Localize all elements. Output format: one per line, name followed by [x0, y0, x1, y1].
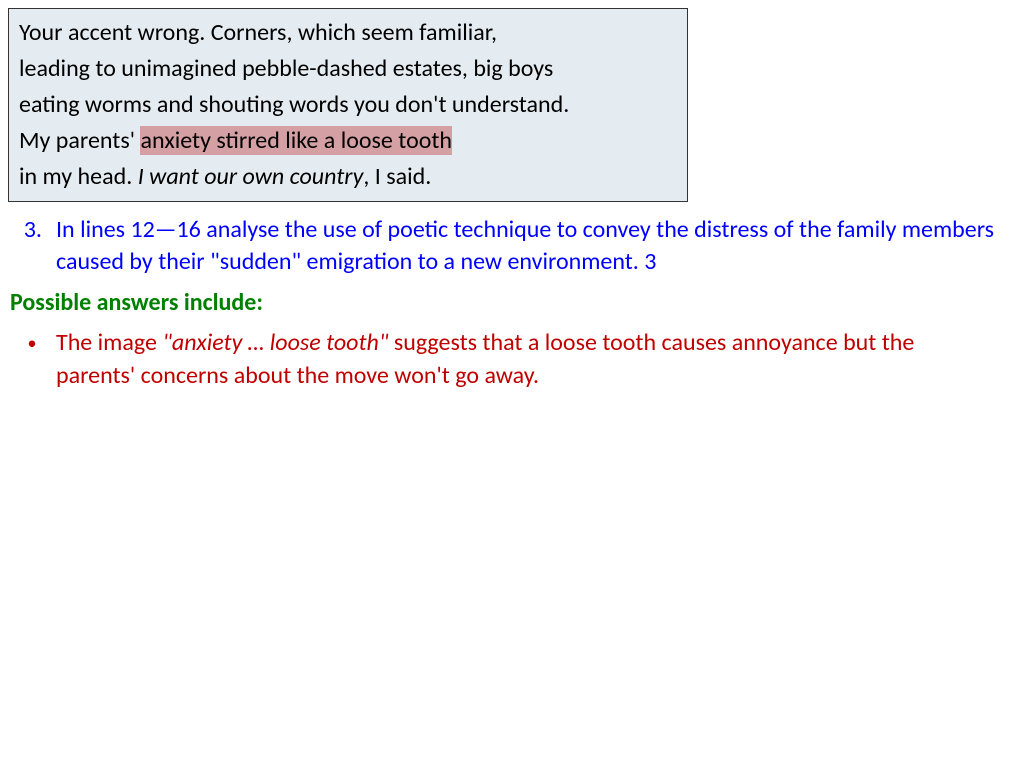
poem-line-4-pre: My parents' [19, 126, 140, 155]
answers-heading: Possible answers include: [8, 287, 1016, 319]
poem-line-2: leading to unimagined pebble-dashed esta… [19, 51, 677, 87]
answer-italic: "anxiety … loose tooth" [162, 328, 388, 357]
poem-excerpt-box: Your accent wrong. Corners, which seem f… [8, 8, 688, 202]
answer-pre: The image [56, 328, 162, 357]
poem-line-1: Your accent wrong. Corners, which seem f… [19, 15, 677, 51]
question-number: 3. [8, 214, 56, 279]
question-text: In lines 12—16 analyse the use of poetic… [56, 214, 1016, 279]
question-row: 3. In lines 12—16 analyse the use of poe… [8, 214, 1016, 279]
poem-line-3: eating worms and shouting words you don'… [19, 87, 677, 123]
poem-line-4: My parents' anxiety stirred like a loose… [19, 123, 677, 159]
content-area: 3. In lines 12—16 analyse the use of poe… [8, 214, 1016, 392]
poem-line-5: in my head. I want our own country, I sa… [19, 159, 677, 195]
poem-line-5-post: , I said. [363, 162, 431, 191]
answer-row: • The image "anxiety … loose tooth" sugg… [8, 327, 1016, 392]
answer-bullet: • [8, 327, 56, 392]
poem-line-5-italic: I want our own country [138, 162, 364, 191]
answer-text: The image "anxiety … loose tooth" sugges… [56, 327, 1016, 392]
poem-line-5-pre: in my head. [19, 162, 138, 191]
poem-line-4-highlight: anxiety stirred like a loose tooth [140, 126, 452, 155]
